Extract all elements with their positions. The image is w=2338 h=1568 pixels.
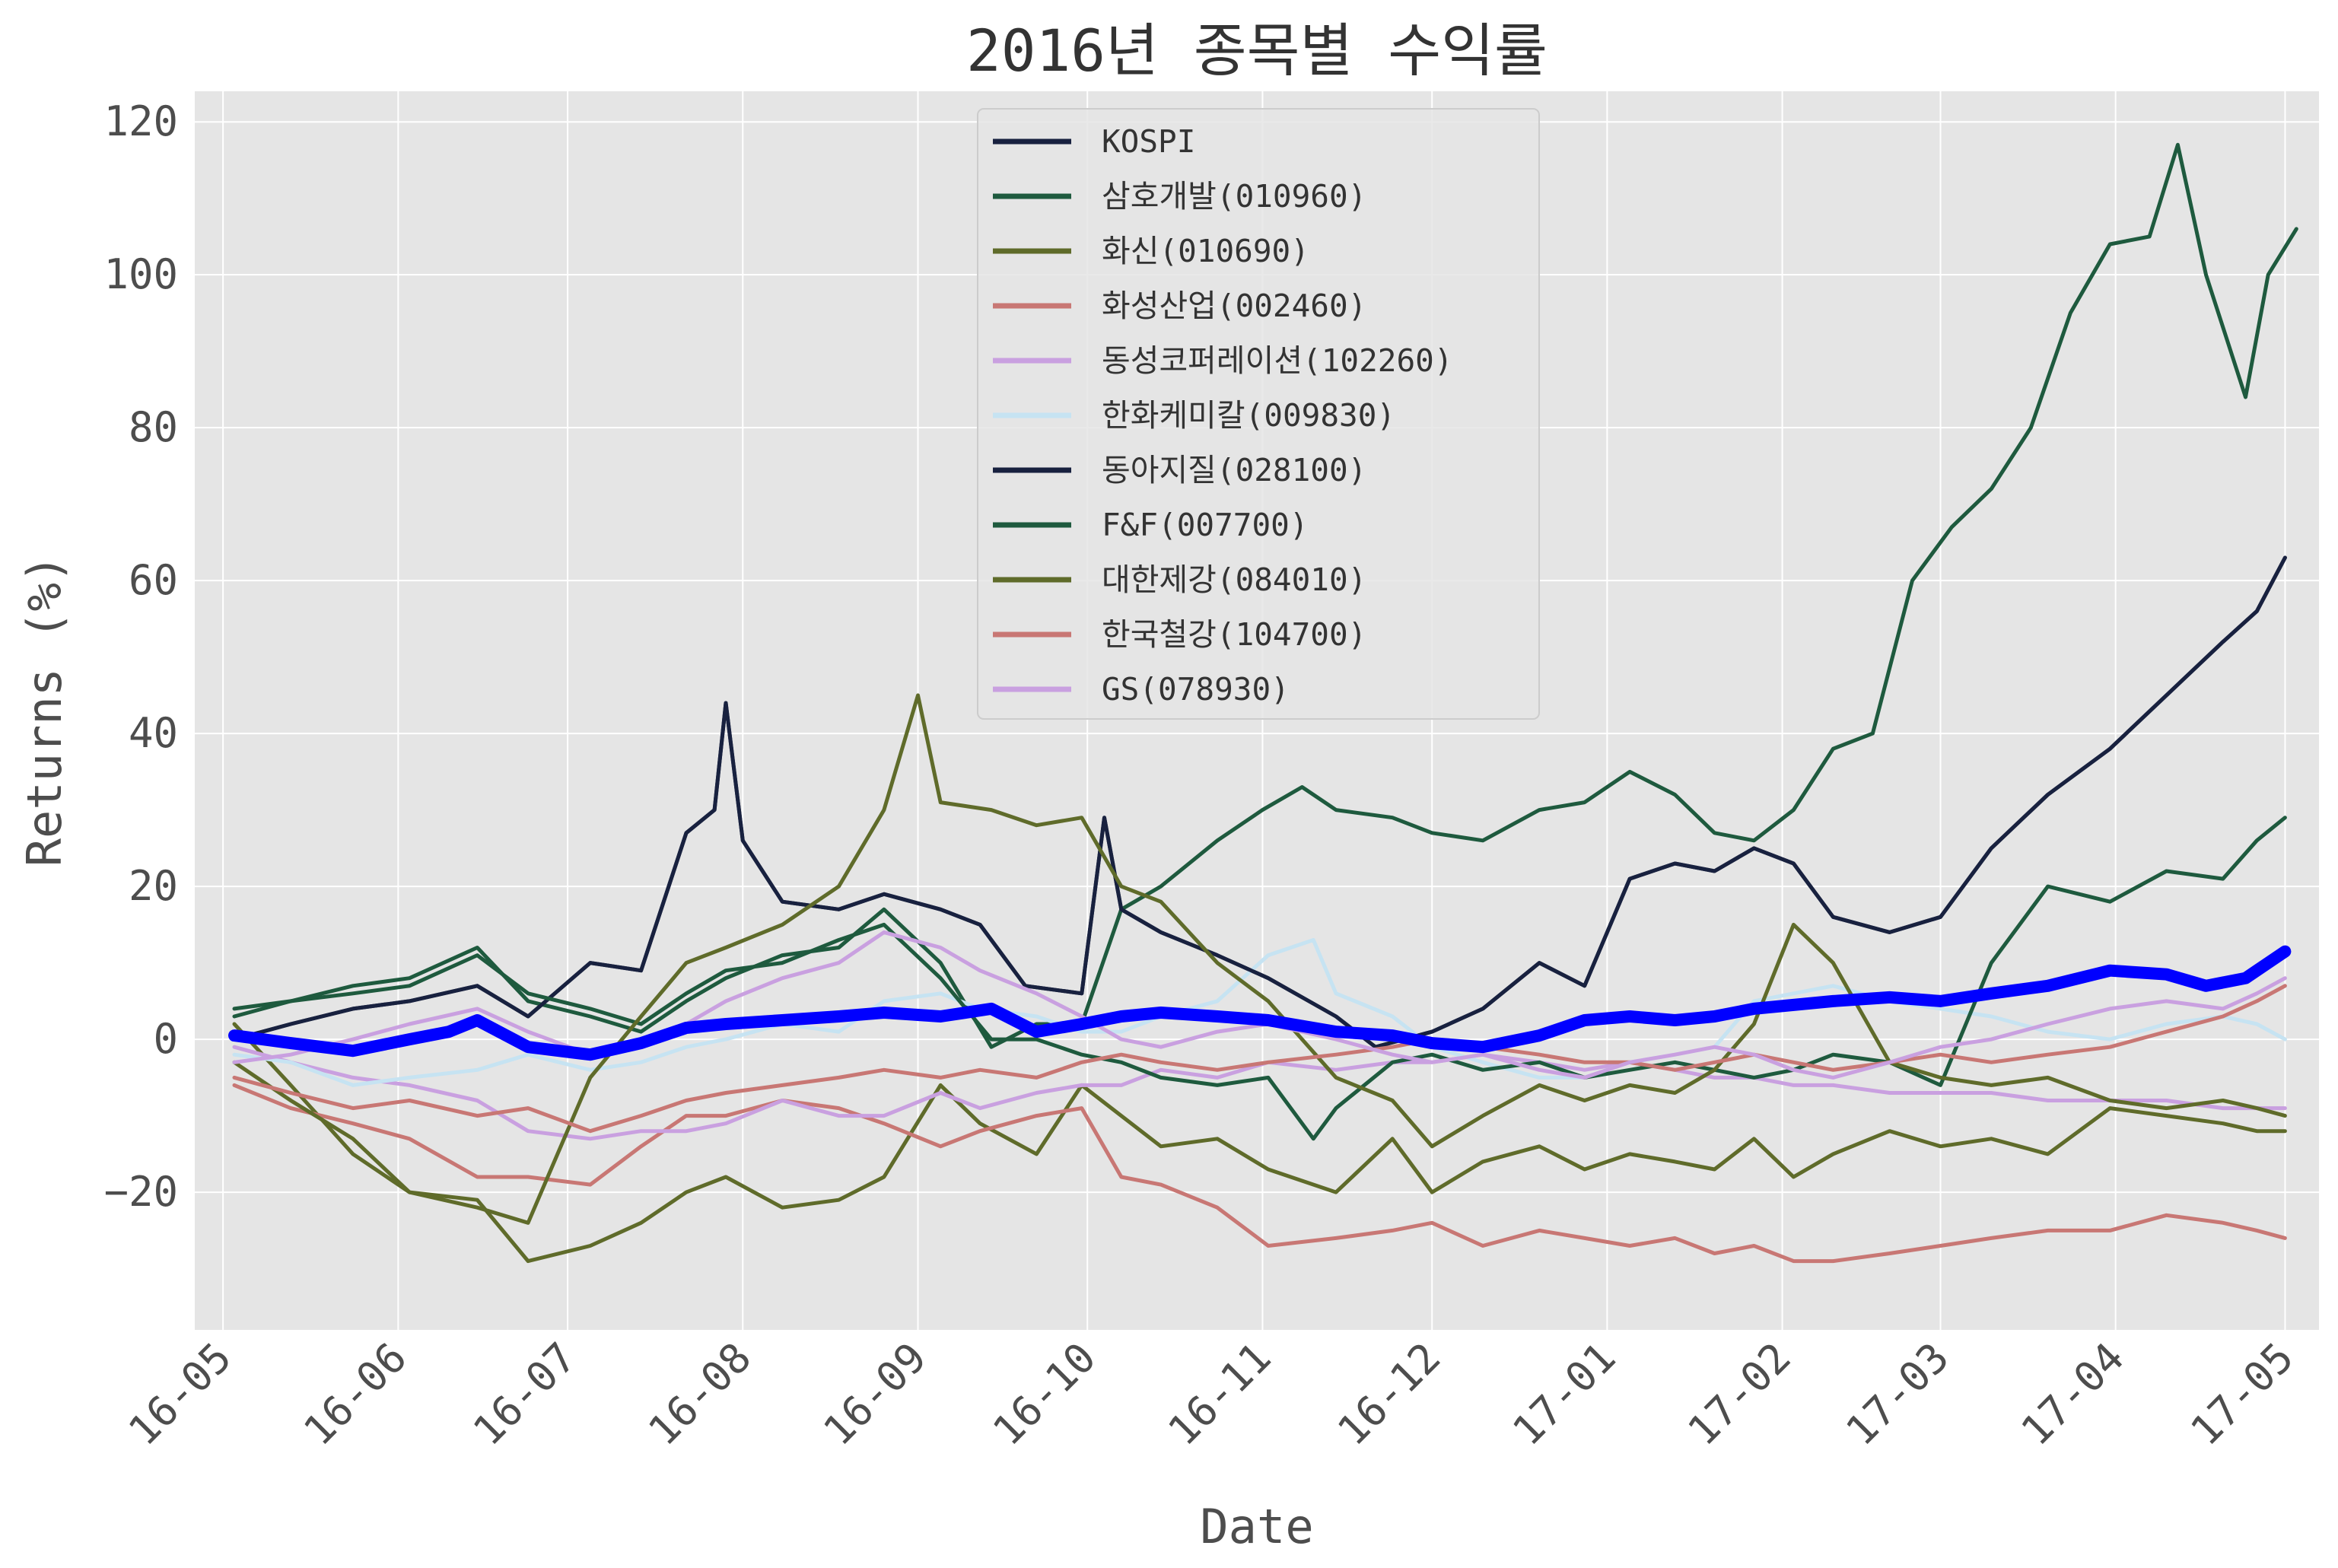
legend-label: GS(078930) — [1102, 671, 1290, 708]
legend-label: 동아지질(028100) — [1102, 452, 1366, 488]
legend-label: KOSPI — [1102, 123, 1195, 160]
chart-title: 2016년 종목별 수익률 — [966, 17, 1548, 84]
legend-label: 한화케미칼(009830) — [1102, 397, 1395, 434]
series-line-9 — [232, 984, 2287, 1134]
series-lines — [228, 142, 2298, 1264]
legend-items: KOSPI 삼호개발(010960) 화신(010690) 화성산업(002460) 동… — [993, 123, 1453, 708]
legend-label: 동성코퍼레이션(102260) — [1102, 342, 1453, 379]
series-line-4 — [232, 1045, 2287, 1141]
y-axis-tick-labels: −20 0 20 40 60 80 100 120 — [103, 97, 178, 1216]
y-tick-label: 60 — [129, 556, 178, 604]
series-line-3 — [232, 1083, 2287, 1264]
legend: KOSPI 삼호개발(010960) 화신(010690) 화성산업(002460) 동… — [977, 108, 1540, 720]
y-tick-label: 80 — [129, 403, 178, 451]
series-line-8 — [232, 693, 2287, 1225]
legend-label: 한국철강(104700) — [1102, 616, 1366, 653]
y-axis-title: Returns (%) — [17, 555, 72, 867]
y-tick-label: 120 — [103, 97, 178, 145]
legend-label: 화신(010690) — [1102, 233, 1309, 269]
y-tick-label: 100 — [103, 250, 178, 298]
y-tick-label: 40 — [129, 709, 178, 757]
y-tick-label: 0 — [153, 1015, 178, 1063]
legend-label: 대한제강(084010) — [1102, 561, 1366, 598]
highlight-series-line — [228, 945, 2292, 1061]
series-line-7 — [232, 816, 2287, 1141]
legend-label: 화성산업(002460) — [1102, 288, 1366, 324]
y-tick-label: 20 — [129, 862, 178, 910]
y-tick-label: −20 — [103, 1168, 178, 1216]
series-line-2 — [232, 1022, 2287, 1264]
legend-label: 삼호개발(010960) — [1102, 178, 1366, 215]
legend-label: F&F(007700) — [1102, 507, 1309, 543]
series-line-1 — [232, 142, 2298, 1049]
legend-box — [977, 108, 1540, 720]
series-line-5 — [232, 938, 2287, 1087]
series-line-6 — [232, 555, 2287, 1049]
x-axis-title: Date — [1200, 1499, 1313, 1554]
